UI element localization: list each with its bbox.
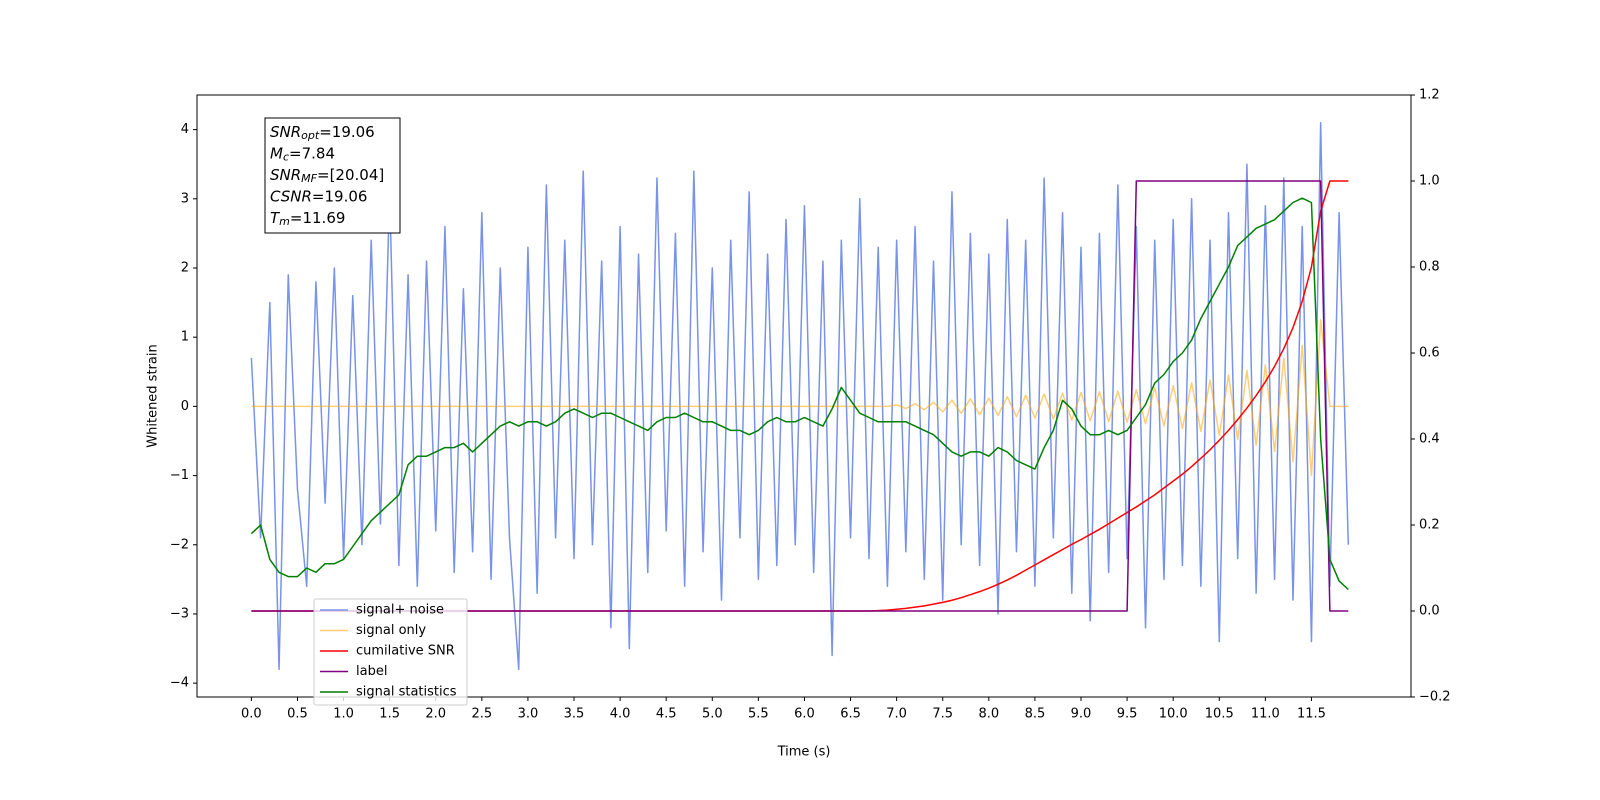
x-tick-label: 1.0 — [333, 707, 354, 722]
x-tick-label: 7.5 — [932, 707, 953, 722]
annotation-box — [264, 117, 401, 234]
x-tick-label: 1.5 — [379, 707, 400, 722]
annotation-line: SNRMF=[20.04] — [270, 166, 384, 186]
x-tick-label: 3.0 — [518, 707, 539, 722]
annotation-subscript: c — [283, 151, 289, 164]
annotation-value: =7.84 — [289, 144, 335, 162]
y-tick-label: 3 — [181, 191, 189, 206]
annotation-line: CSNR=19.06 — [270, 187, 367, 205]
x-tick-label: 10.5 — [1205, 707, 1234, 722]
y-tick-label: −4 — [170, 676, 189, 691]
y-tick-label: −2 — [170, 537, 189, 552]
annotation-subscript: opt — [301, 129, 320, 142]
legend-label: signal statistics — [356, 685, 457, 700]
y2-tick-label: −0.2 — [1419, 690, 1451, 705]
y-tick-label: 0 — [181, 399, 189, 414]
x-tick-label: 7.0 — [886, 707, 907, 722]
y-axis-label: Whitened strain — [146, 344, 161, 447]
x-tick-label: 5.5 — [748, 707, 769, 722]
x-tick-label: 9.0 — [1071, 707, 1092, 722]
annotation-value: =19.06 — [312, 187, 368, 205]
x-tick-label: 10.0 — [1159, 707, 1188, 722]
x-tick-label: 4.0 — [610, 707, 631, 722]
x-tick-label: 8.5 — [1025, 707, 1046, 722]
x-tick-label: 11.5 — [1297, 707, 1326, 722]
annotation-line: Mc=7.84 — [270, 144, 335, 164]
y-tick-label: −1 — [170, 468, 189, 483]
y-tick-label: 1 — [181, 330, 189, 345]
annotation-symbol: M — [270, 144, 283, 162]
y2-tick-label: 1.0 — [1419, 174, 1440, 189]
x-tick-label: 6.5 — [840, 707, 861, 722]
annotation-symbol: SNR — [270, 166, 301, 184]
y-tick-label: 4 — [181, 122, 189, 137]
x-axis-label: Time (s) — [777, 745, 831, 760]
x-tick-label: 3.5 — [564, 707, 585, 722]
annotation-value: =11.69 — [290, 209, 346, 227]
x-tick-label: 6.0 — [794, 707, 815, 722]
annotation-symbol: T — [270, 209, 281, 227]
x-tick-label: 0.5 — [287, 707, 308, 722]
annotation-value: =[20.04] — [317, 166, 384, 184]
series-line — [251, 319, 1349, 477]
series-line — [250, 121, 1350, 671]
annotation-line: Tm=11.69 — [270, 209, 345, 229]
y2-tick-label: 0.0 — [1419, 604, 1440, 619]
y2-tick-label: 0.6 — [1419, 346, 1440, 361]
x-tick-label: 2.0 — [425, 707, 446, 722]
legend-box — [313, 598, 468, 706]
y-tick-label: 2 — [181, 260, 189, 275]
series-line — [250, 197, 1349, 591]
x-tick-label: 4.5 — [656, 707, 677, 722]
annotation-subscript: m — [279, 215, 290, 228]
y2-tick-label: 0.2 — [1419, 518, 1440, 533]
x-tick-label: 11.0 — [1251, 707, 1280, 722]
x-tick-label: 5.0 — [702, 707, 723, 722]
legend-label: signal+ noise — [356, 603, 444, 618]
x-tick-label: 0.0 — [241, 707, 262, 722]
annotation-symbol: CSNR — [270, 187, 312, 205]
x-tick-label: 2.5 — [471, 707, 492, 722]
x-tick-label: 8.0 — [978, 707, 999, 722]
y2-tick-label: 0.8 — [1419, 260, 1440, 275]
y2-tick-label: 1.2 — [1419, 88, 1440, 103]
y2-tick-label: 0.4 — [1419, 432, 1440, 447]
y-tick-label: −3 — [170, 606, 189, 621]
annotation-line: SNRopt=19.06 — [270, 123, 375, 143]
annotation-subscript: MF — [301, 172, 317, 185]
annotation-value: =19.06 — [319, 123, 375, 141]
legend-label: signal only — [356, 623, 426, 638]
annotation-symbol: SNR — [270, 123, 301, 141]
legend-label: label — [356, 664, 387, 679]
legend-label: cumilative SNR — [356, 644, 455, 659]
x-tick-label: 9.5 — [1117, 707, 1138, 722]
